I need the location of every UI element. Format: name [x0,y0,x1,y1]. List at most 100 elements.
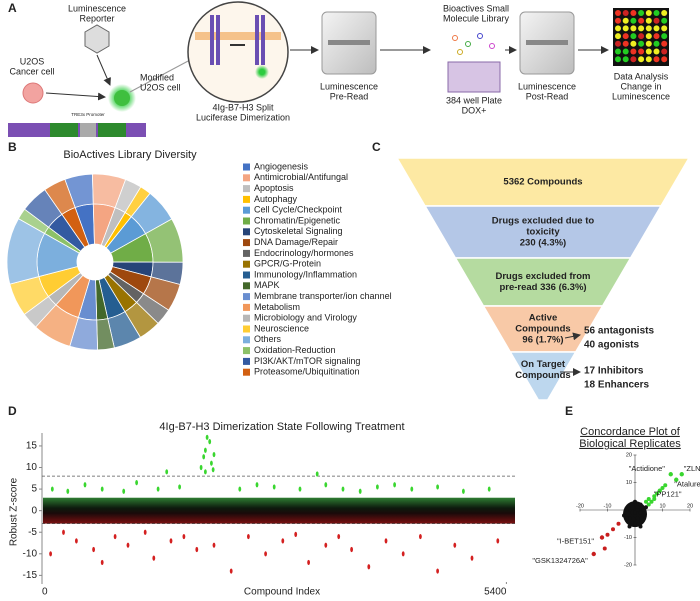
well [630,40,637,47]
point [644,505,648,510]
point [641,513,646,518]
well [630,10,637,16]
legend-label: Endocrinology/hormones [254,248,354,258]
funnel-text: Compounds [515,370,570,381]
point [307,559,310,566]
annotated-point [674,477,679,482]
point [62,529,65,535]
well [615,25,621,32]
point [616,521,621,526]
step-label: Bioactives Small [443,3,509,13]
sunburst-outer [44,178,76,215]
legend-swatch [243,163,250,171]
well [622,48,629,55]
funnel-note: 56 antagonists [584,326,654,337]
point [294,531,298,537]
point [630,521,635,526]
step-label: Luminescence [320,81,378,91]
x-tick-label: 10 [659,503,665,509]
point [152,555,156,561]
legend-swatch [243,282,250,290]
compound-band [43,497,515,524]
point [436,568,439,574]
point [660,486,665,490]
well [622,33,629,40]
well [645,17,652,24]
legend-label: DNA Damage/Repair [254,237,338,247]
point [436,484,439,490]
point [630,505,635,510]
funnel-text: 96 (1.7%) [522,335,563,346]
plasmid-segment [80,123,96,137]
annotation: "Ataluren" [674,480,700,489]
step-label: U2OS [20,56,45,66]
point [324,482,328,488]
funnel-text: On Target [521,359,566,370]
point [605,532,610,537]
annotation: "ZLN005" [684,464,700,473]
well [638,56,645,63]
step-label: Luciferase Dimerization [196,112,290,122]
reader-slot [328,40,370,45]
point [627,505,632,510]
molecule [457,49,463,55]
chart-title: 4Ig-B7-H3 Dimerization State Following T… [159,421,404,433]
zoom-line [129,59,191,93]
point [83,482,87,488]
point [211,467,215,473]
legend-label: Cell Cycle/Checkpoint [254,205,343,215]
point [272,484,276,490]
point [199,464,203,471]
point [195,546,199,553]
funnel-text: Drugs excluded due to [492,216,595,227]
legend-swatch [243,239,250,247]
legend-swatch [243,174,250,182]
point [212,451,216,458]
point [255,482,259,488]
funnel-note: 17 Inhibitors [584,366,644,377]
well [622,25,629,32]
point [100,486,104,492]
well [653,25,660,32]
panel-label: D [8,404,17,418]
well [661,40,668,47]
funnel-text: Compounds [515,324,570,335]
well [622,56,629,63]
point [337,533,341,540]
molecule [489,43,495,49]
step-label: U2OS cell [140,82,181,92]
well [661,56,668,63]
x-tick-label: 20 [687,503,693,509]
well [615,33,621,40]
well [653,33,660,40]
point [652,497,657,501]
well [615,56,621,63]
well [661,25,668,32]
well [653,48,660,55]
x-tick-label: 5400 [484,587,507,598]
y-axis-label: Robust Z-score [9,477,20,546]
step-label: Modified [140,72,174,82]
well [622,17,629,24]
point [358,488,362,494]
legend-swatch [243,336,250,344]
point [410,486,414,492]
annotated-point [591,551,596,557]
legend-swatch [243,325,250,333]
point [341,486,345,492]
step-label: Reporter [79,13,114,23]
legend-label: MAPK [254,280,280,290]
step-label: Luminescence [518,81,576,91]
legend-swatch [243,260,250,268]
point [122,488,126,494]
point [401,551,405,557]
step-label: Molecule Library [443,13,510,23]
y-tick-label: 0 [31,505,37,516]
x-tick-label: -20 [576,503,584,509]
funnel-text: pre-read 336 (6.3%) [499,282,586,293]
point [624,516,629,521]
point [350,546,353,553]
point [298,486,302,492]
point [135,480,139,486]
y-tick-label: 10 [626,480,632,486]
